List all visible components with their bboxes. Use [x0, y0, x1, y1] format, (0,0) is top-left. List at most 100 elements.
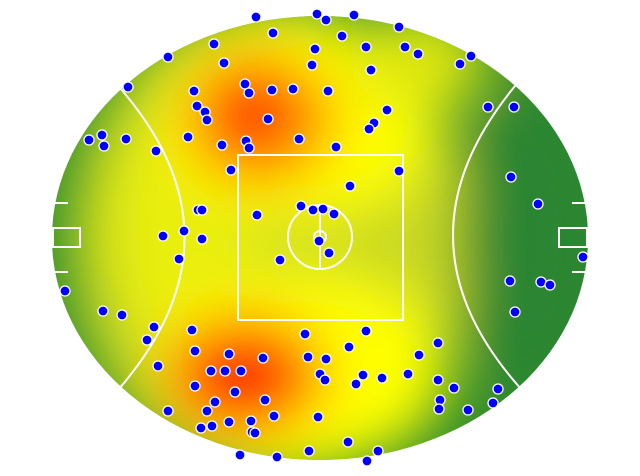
point [98, 140, 110, 152]
point [350, 378, 362, 390]
point [295, 200, 307, 212]
point [245, 415, 257, 427]
point [312, 411, 324, 423]
point [365, 64, 377, 76]
point [577, 251, 589, 263]
point [433, 403, 445, 415]
point [492, 383, 504, 395]
point [223, 348, 235, 360]
point [505, 171, 517, 183]
point [189, 380, 201, 392]
point [363, 123, 375, 135]
point [342, 436, 354, 448]
point [195, 422, 207, 434]
point [293, 133, 305, 145]
point [357, 369, 369, 381]
point [182, 131, 194, 143]
point [173, 253, 185, 265]
point [393, 21, 405, 33]
point [509, 306, 521, 318]
point [218, 57, 230, 69]
point [432, 337, 444, 349]
point [243, 142, 255, 154]
point [299, 328, 311, 340]
point [287, 83, 299, 95]
point [259, 394, 271, 406]
point [336, 30, 348, 42]
point [462, 404, 474, 416]
point [162, 51, 174, 63]
point [196, 233, 208, 245]
point [309, 43, 321, 55]
point [432, 374, 444, 386]
point [229, 386, 241, 398]
point [322, 85, 334, 97]
point [120, 133, 132, 145]
point [251, 209, 263, 221]
point [186, 324, 198, 336]
point [267, 27, 279, 39]
point [219, 365, 231, 377]
point [320, 353, 332, 365]
point [223, 416, 235, 428]
point [360, 41, 372, 53]
point [209, 396, 221, 408]
point [196, 204, 208, 216]
point [360, 325, 372, 337]
point [271, 451, 283, 463]
point [412, 48, 424, 60]
point [544, 279, 556, 291]
point [454, 58, 466, 70]
point [239, 78, 251, 90]
point [266, 84, 278, 96]
point [191, 100, 203, 112]
point [532, 198, 544, 210]
point [402, 368, 414, 380]
point [311, 8, 323, 20]
point [206, 420, 218, 432]
point [234, 449, 246, 461]
point [225, 164, 237, 176]
point [268, 410, 280, 422]
point [482, 101, 494, 113]
point [201, 405, 213, 417]
point [393, 165, 405, 177]
point [122, 81, 134, 93]
point [317, 203, 329, 215]
point [344, 180, 356, 192]
point [96, 129, 108, 141]
point [116, 309, 128, 321]
point [504, 275, 516, 287]
point [361, 455, 373, 467]
point [448, 382, 460, 394]
point [307, 204, 319, 216]
point [348, 9, 360, 21]
point [262, 113, 274, 125]
point [343, 341, 355, 353]
point [399, 41, 411, 53]
point [306, 59, 318, 71]
point [274, 254, 286, 266]
point [487, 397, 499, 409]
point [188, 85, 200, 97]
point [152, 360, 164, 372]
point [250, 11, 262, 23]
point [150, 145, 162, 157]
point [205, 365, 217, 377]
point [157, 230, 169, 242]
point [216, 139, 228, 151]
point [235, 365, 247, 377]
point [208, 38, 220, 50]
point [313, 235, 325, 247]
point [508, 101, 520, 113]
point [178, 225, 190, 237]
point [243, 87, 255, 99]
point [381, 104, 393, 116]
point [257, 352, 269, 364]
point [413, 349, 425, 361]
point [201, 114, 213, 126]
point [303, 445, 315, 457]
point [465, 50, 477, 62]
